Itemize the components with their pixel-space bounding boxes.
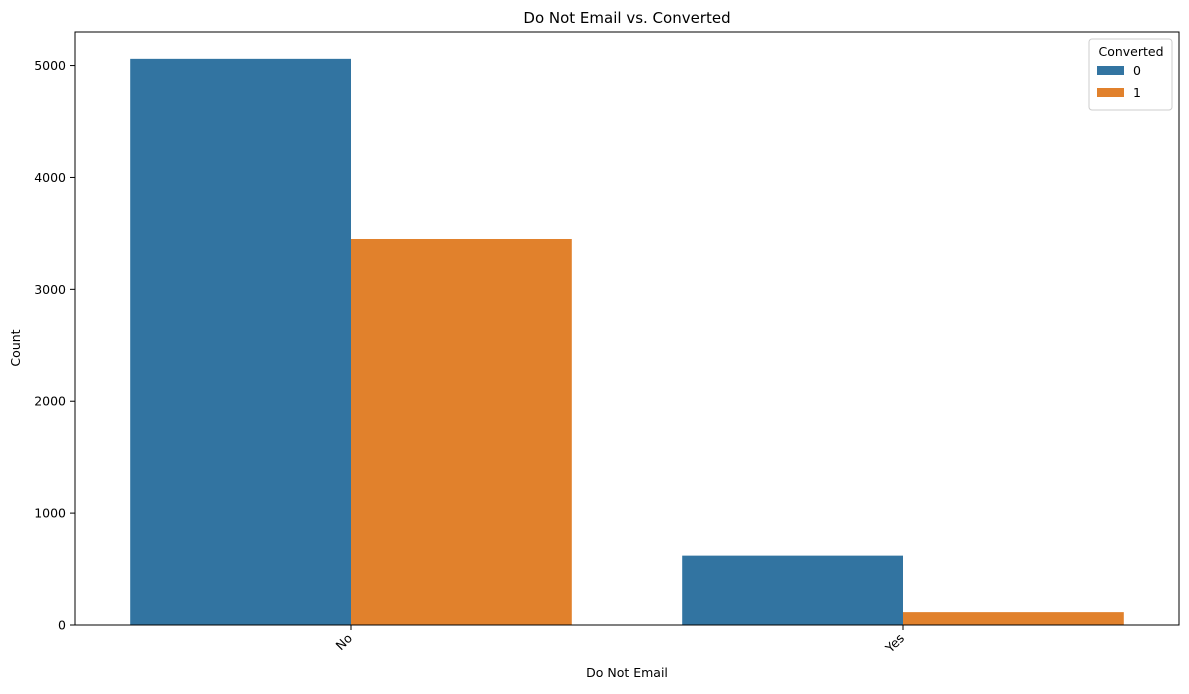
y-tick-label-2000: 2000 — [34, 394, 66, 409]
bar-yes-converted-1 — [903, 612, 1124, 625]
y-axis-label: Count — [8, 329, 23, 366]
x-axis-ticks: No Yes — [332, 625, 907, 656]
legend-label-0: 0 — [1133, 63, 1141, 78]
legend-label-1: 1 — [1133, 85, 1141, 100]
bar-no-converted-1 — [351, 238, 572, 626]
y-tick-label-3000: 3000 — [34, 282, 66, 297]
bar-yes-converted-0 — [682, 555, 903, 625]
bars-layer — [130, 58, 1124, 626]
x-tick-label-yes: Yes — [882, 631, 908, 657]
y-axis-ticks: 0 1000 2000 3000 4000 5000 — [34, 58, 75, 633]
x-tick-label-no: No — [332, 631, 355, 654]
y-tick-label-1000: 1000 — [34, 506, 66, 521]
y-tick-label-4000: 4000 — [34, 170, 66, 185]
x-axis-label: Do Not Email — [586, 665, 668, 680]
legend-swatch-1 — [1097, 88, 1124, 97]
chart-title: Do Not Email vs. Converted — [523, 9, 730, 27]
legend-items: 01 — [1097, 63, 1141, 100]
y-tick-label-0: 0 — [58, 618, 66, 633]
legend-title: Converted — [1098, 44, 1163, 59]
plot-frame — [74, 31, 1180, 626]
legend: Converted 01 — [1088, 38, 1173, 111]
legend-swatch-0 — [1097, 66, 1124, 75]
y-tick-label-5000: 5000 — [34, 58, 66, 73]
bar-no-converted-0 — [130, 58, 351, 626]
